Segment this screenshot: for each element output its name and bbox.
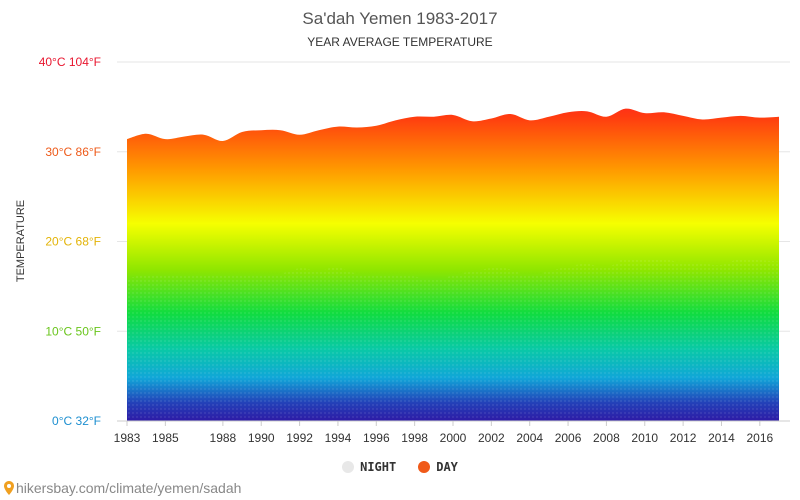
night-legend-dot — [342, 461, 355, 473]
y-tick-label: 30°C 86°F — [45, 145, 101, 159]
x-tick-label: 2000 — [440, 431, 467, 445]
source-link[interactable]: hikersbay.com/climate/yemen/sadah — [4, 480, 241, 496]
y-axis-labels: 0°C 32°F 10°C 50°F 20°C 68°F 30°C 86°F 40°C … — [39, 55, 101, 428]
y-tick-label: 10°C 50°F — [45, 324, 101, 338]
chart-subtitle: YEAR AVERAGE TEMPERATURE — [307, 35, 492, 49]
x-tick-label: 1988 — [210, 431, 237, 445]
y-axis-title: TEMPERATURE — [15, 200, 27, 282]
legend-night-label: NIGHT — [360, 460, 397, 474]
y-tick-label: 0°C 32°F — [52, 414, 101, 428]
x-tick-label: 2012 — [670, 431, 697, 445]
x-tick-label: 2004 — [516, 431, 543, 445]
x-tick-label: 2006 — [555, 431, 582, 445]
y-tick-label: 20°C 68°F — [45, 235, 101, 249]
x-tick-label: 1992 — [286, 431, 313, 445]
x-tick-label: 1985 — [152, 431, 179, 445]
x-tick-label: 1996 — [363, 431, 390, 445]
x-tick-label: 2002 — [478, 431, 505, 445]
x-tick-label: 1998 — [401, 431, 428, 445]
x-tick-label: 1990 — [248, 431, 275, 445]
x-axis-ticks — [126, 421, 761, 426]
source-text: hikersbay.com/climate/yemen/sadah — [16, 480, 242, 496]
location-pin-icon — [4, 481, 14, 495]
legend-item-night[interactable]: NIGHT — [342, 460, 396, 474]
legend-item-day[interactable]: DAY — [418, 460, 458, 474]
chart-title: Sa'dah Yemen 1983-2017 — [302, 9, 497, 28]
x-tick-label: 1994 — [325, 431, 352, 445]
x-tick-label: 2010 — [631, 431, 658, 445]
y-tick-label: 40°C 104°F — [39, 55, 101, 69]
legend: NIGHT DAY — [0, 460, 800, 474]
x-tick-label: 2016 — [746, 431, 773, 445]
x-tick-label: 2008 — [593, 431, 620, 445]
day-legend-dot — [418, 461, 431, 473]
night-series-area — [127, 258, 779, 421]
x-tick-label: 1983 — [114, 431, 141, 445]
x-tick-label: 2014 — [708, 431, 735, 445]
x-axis-labels: 1983 1985 1988 1990 1992 1994 1996 1998 2000 2002… — [114, 431, 774, 445]
legend-day-label: DAY — [436, 460, 458, 474]
